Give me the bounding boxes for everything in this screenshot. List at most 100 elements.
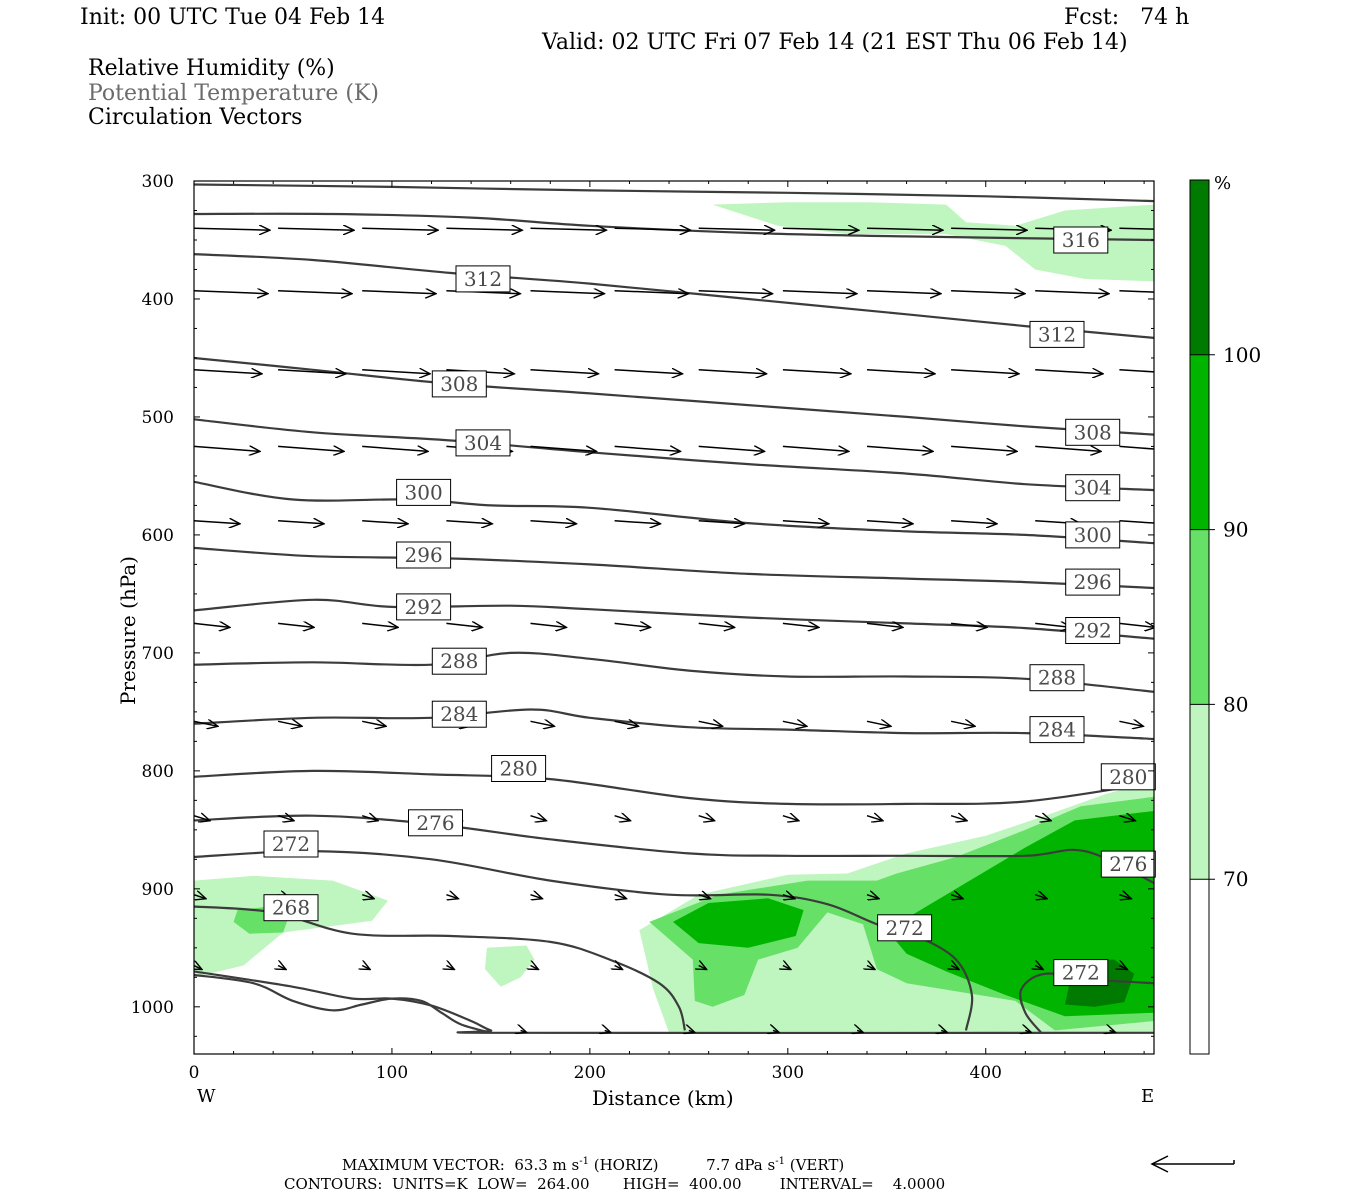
isentrope-292 [194,598,1154,640]
vector-arrow [783,966,791,970]
label-text: 304 [464,431,502,455]
rh-region-70 [194,875,388,978]
vector-arrow [1119,623,1154,627]
vector-arrow [782,291,857,294]
vector-arrow [699,966,707,970]
init-time: Init: 00 UTC Tue 04 Feb 14 [80,5,386,30]
isentrope-label: 284 [431,700,487,728]
vector-arrow [698,291,773,294]
label-box [455,265,511,293]
vector-arrow [1119,520,1154,524]
vector-arrow [362,370,430,374]
isentrope-label: 288 [1029,664,1085,692]
label-text: 284 [440,702,478,726]
label-box [408,809,463,837]
label-box [431,647,487,675]
vector-arrow [362,291,436,294]
label-text: 300 [405,480,443,504]
label-box [1065,521,1121,549]
label-box [1053,226,1109,254]
vector-arrow [194,966,202,970]
vector-arrow [782,721,807,726]
x-tick-label: 300 [772,1063,804,1083]
isentrope-label: 280 [1100,763,1156,791]
isentrope-label: 296 [1065,568,1121,596]
unit-exponent-horiz: -1 [579,1156,589,1167]
colorbar-label: 90 [1223,518,1248,542]
label-box [1053,959,1109,987]
vector-arrow [1119,895,1131,899]
vector-arrow [277,816,294,821]
vector-arrow [614,721,639,726]
vector-arrow [362,623,398,627]
label-box [1029,320,1085,348]
label-text: 288 [440,649,478,673]
colorbar-label: 70 [1223,867,1248,891]
isentrope-label: 268 [263,894,319,922]
isentrope-320 [194,183,1154,203]
vector-arrow [614,895,627,899]
vector-arrow [446,895,458,899]
vector-arrow [1119,966,1127,970]
vector-arrow [698,521,745,524]
label-box [1100,850,1156,878]
isentrope-300 [194,480,1154,545]
label-box [263,830,319,858]
vector-arrow [1035,291,1109,294]
vector-arrow [782,623,819,627]
max-vector-horiz: MAXIMUM VECTOR: 63.3 m s [342,1156,580,1174]
y-tick-label: 900 [142,880,174,900]
isentrope-label: 316 [1053,226,1109,254]
vector-arrow [362,521,408,524]
vector-arrow [866,623,903,627]
vector-arrow [194,623,230,627]
vector-arrow [866,895,879,899]
colorbar-segment [1190,529,1209,705]
vector-arrow [277,721,302,726]
vector-arrow [530,623,567,627]
vector-arrow [866,446,933,451]
vector-arrow [614,623,651,627]
max-vector-vert-tag: (VERT) [784,1156,845,1174]
vector-arrow [857,1030,863,1032]
vector-arrow [278,446,344,451]
max-vector-line: MAXIMUM VECTOR: 63.3 m s-1 (HORIZ) 7.7 d… [342,1157,844,1173]
west-label: W [197,1086,216,1107]
vector-arrow [1119,445,1154,450]
isentrope-label: 292 [1065,617,1121,644]
vector-arrow [782,895,795,899]
isentrope-label: 296 [396,541,452,569]
isentrope-312 [194,253,1154,339]
forecast-hour: Fcst: 74 h [1064,5,1190,30]
vector-arrow [614,370,683,374]
label-text: 276 [416,811,454,835]
label-text: 268 [272,896,310,920]
label-box [396,478,452,506]
label-box [491,755,547,782]
vector-arrow [1119,227,1154,230]
vector-arrow [362,446,428,451]
x-tick-label: 200 [574,1063,606,1083]
vector-arrow [530,721,555,726]
vector-arrow [782,521,829,524]
vector-arrow [446,966,454,970]
vector-arrow [1119,289,1154,293]
label-text: 276 [1109,852,1147,876]
label-text: 312 [1038,322,1076,346]
vector-arrow [361,816,378,821]
vector-arrow [866,291,941,294]
label-text: 316 [1062,228,1100,252]
rh-region-90 [673,898,804,948]
vector-arrow [698,721,723,726]
vector-arrow [194,370,262,374]
label-text: 292 [405,595,443,619]
vector-arrow [950,721,975,726]
vector-arrow [530,291,605,294]
y-tick-label: 700 [142,644,174,664]
x-tick-label: 400 [970,1063,1002,1083]
vector-arrow [951,623,987,627]
isentrope-308 [194,356,1154,436]
label-box [877,914,933,942]
x-tick-label: 0 [189,1063,200,1083]
